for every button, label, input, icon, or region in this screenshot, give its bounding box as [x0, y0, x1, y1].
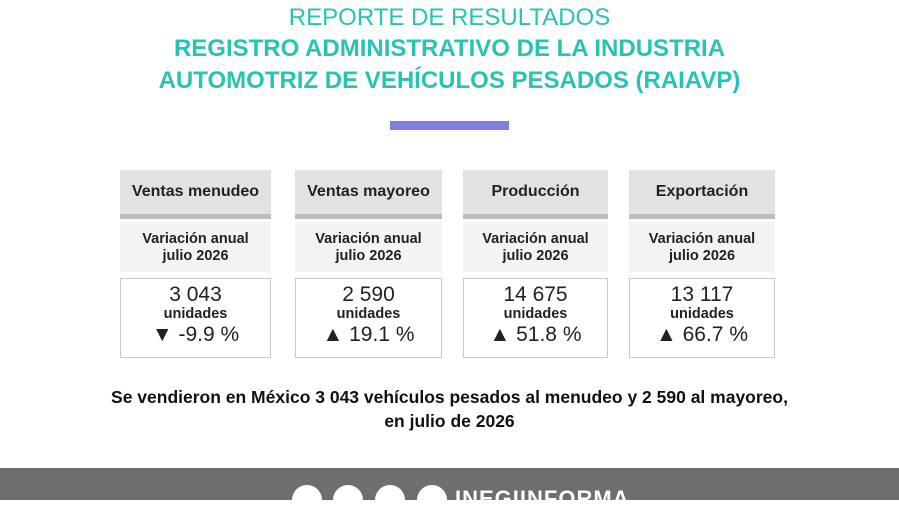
summary-line: en julio de 2026	[384, 411, 515, 431]
card-subtitle-line: julio 2026	[335, 248, 402, 264]
instagram-icon[interactable]	[375, 485, 405, 515]
card-value: 3 043	[169, 283, 222, 306]
card-subtitle: Variación anual julio 2026	[463, 222, 608, 272]
card-title: Ventas mayoreo	[295, 170, 442, 219]
card-unit: unidades	[503, 306, 568, 322]
card-change: ▲ 19.1 %	[322, 323, 415, 346]
card-unit: unidades	[163, 306, 228, 322]
summary-line: Se vendieron en México 3 043 vehículos p…	[111, 387, 788, 407]
card-unit: unidades	[670, 306, 734, 322]
divider	[390, 121, 509, 130]
card-change: ▲ 51.8 %	[489, 323, 582, 346]
card-body: 14 675 unidades ▲ 51.8 %	[463, 278, 608, 358]
card-subtitle-line: julio 2026	[162, 248, 229, 264]
kpi-card: Ventas menudeo Variación anual julio 2026 3…	[120, 170, 271, 358]
facebook-icon[interactable]	[292, 485, 322, 515]
kpi-card: Exportación Variación anual julio 2026 13 1…	[629, 170, 775, 358]
card-subtitle-line: Variación anual	[482, 231, 589, 247]
card-subtitle-line: julio 2026	[668, 248, 736, 264]
card-value: 13 117	[670, 283, 734, 306]
x-icon[interactable]	[333, 485, 363, 515]
card-value: 2 590	[342, 283, 395, 306]
footer-brand: INEGIINFORMA	[455, 486, 630, 511]
card-subtitle: Variación anual julio 2026	[120, 222, 271, 272]
card-body: 2 590 unidades ▲ 19.1 %	[295, 278, 442, 358]
card-subtitle-line: Variación anual	[315, 231, 422, 247]
kpi-card: Ventas mayoreo Variación anual julio 2026 2…	[295, 170, 442, 358]
card-unit: unidades	[336, 306, 401, 322]
card-subtitle: Variación anual julio 2026	[629, 222, 775, 272]
card-value: 14 675	[503, 283, 568, 306]
page: {"header": {"title": "REPORTE DE RESULTA…	[0, 4, 899, 515]
card-subtitle: Variación anual julio 2026	[295, 222, 442, 272]
card-title: Exportación	[629, 170, 775, 219]
card-title: Producción	[463, 170, 608, 219]
report-subtitle: REGISTRO ADMINISTRATIVO DE LA INDUSTRIA	[173, 35, 726, 62]
card-subtitle-line: Variación anual	[142, 231, 249, 247]
card-change: ▼ -9.9 %	[151, 323, 240, 346]
card-change: ▲ 66.7 %	[656, 323, 748, 346]
card-subtitle-line: julio 2026	[502, 248, 569, 264]
youtube-icon[interactable]	[417, 485, 447, 515]
card-title: Ventas menudeo	[120, 170, 271, 219]
card-subtitle-line: Variación anual	[648, 231, 756, 247]
kpi-card: Producción Variación anual julio 2026 14 67…	[463, 170, 608, 358]
card-body: 13 117 unidades ▲ 66.7 %	[629, 278, 775, 358]
summary: Se vendieron en México 3 043 vehículos p…	[0, 385, 899, 433]
report-title: REPORTE DE RESULTADOS	[288, 4, 611, 31]
card-body: 3 043 unidades ▼ -9.9 %	[120, 278, 271, 358]
footer: INEGIINFORMA	[0, 468, 899, 515]
report-subtitle: AUTOMOTRIZ DE VEHÍCULOS PESADOS (RAIAVP)	[158, 67, 741, 94]
